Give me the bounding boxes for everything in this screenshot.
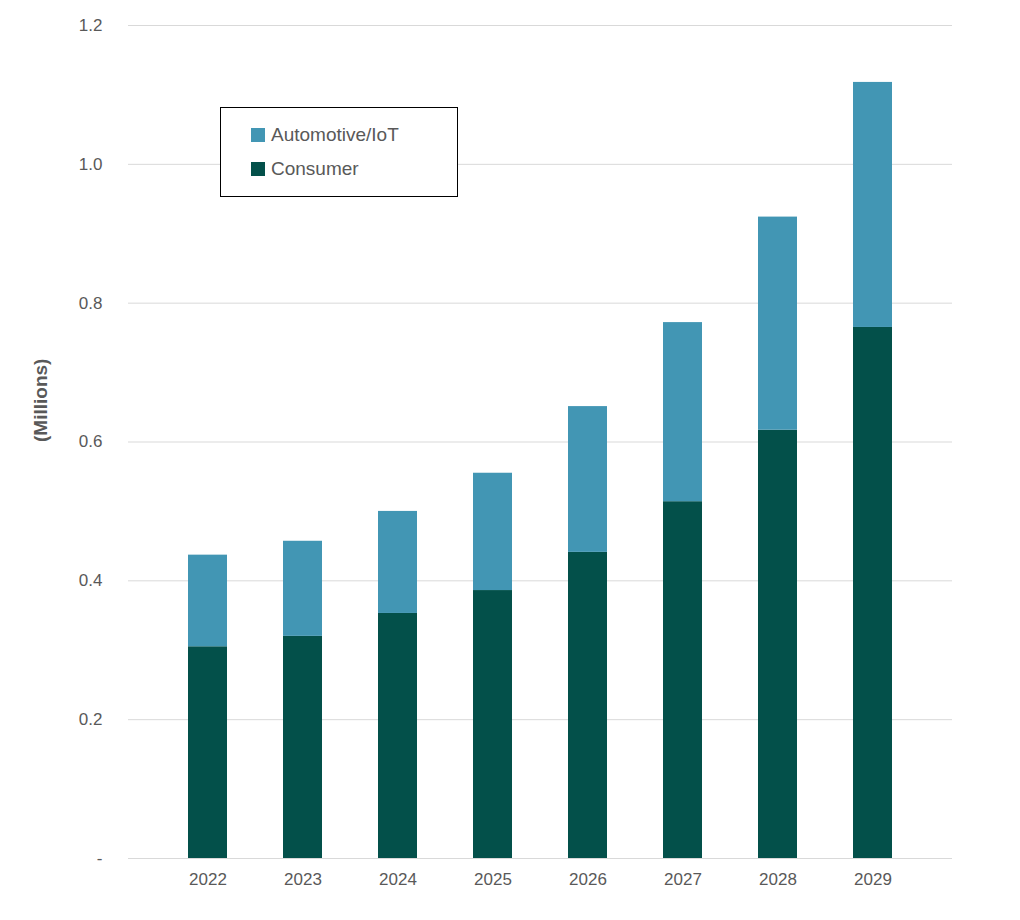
svg-text:0.4: 0.4 [79, 571, 103, 590]
svg-text:1.0: 1.0 [79, 155, 103, 174]
svg-text:2023: 2023 [284, 870, 322, 889]
html-text:Automotive/IoT: Automotive/IoT [271, 124, 399, 145]
svg-text:2022: 2022 [189, 870, 227, 889]
html-text:Consumer: Consumer [271, 158, 359, 179]
svg-text:2029: 2029 [854, 870, 892, 889]
svg-text:0.8: 0.8 [79, 294, 103, 313]
svg-text:1.2: 1.2 [79, 16, 103, 35]
svg-text:2026: 2026 [569, 870, 607, 889]
svg-text:0.2: 0.2 [79, 710, 103, 729]
svg-text:2024: 2024 [379, 870, 417, 889]
svg-text:2025: 2025 [474, 870, 512, 889]
svg-text:0.6: 0.6 [79, 432, 103, 451]
svg-text:(Millions): (Millions) [30, 359, 51, 442]
svg-text:2028: 2028 [759, 870, 797, 889]
svg-text:-: - [97, 849, 103, 868]
svg-text:2027: 2027 [664, 870, 702, 889]
